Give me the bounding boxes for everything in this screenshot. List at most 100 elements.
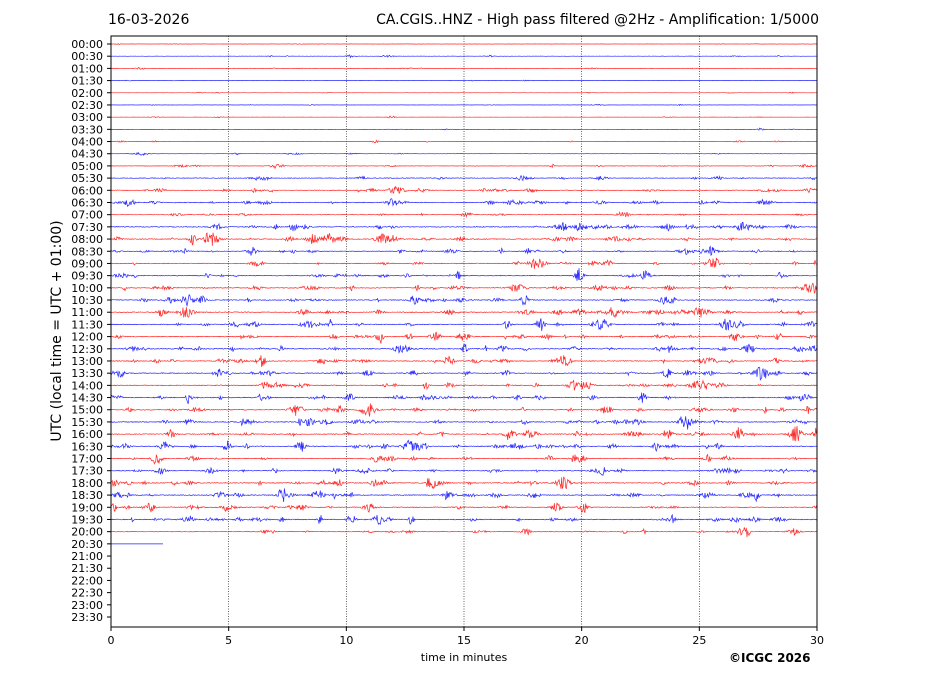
y-tick-label: 03:30 [71, 123, 103, 136]
seismic-trace [110, 426, 818, 442]
seismic-trace [110, 198, 818, 208]
y-tick-label: 14:00 [71, 379, 103, 392]
seismic-trace [110, 232, 818, 246]
y-tick-label: 02:00 [71, 87, 103, 100]
y-tick-label: 23:00 [71, 599, 103, 612]
seismic-trace [110, 185, 818, 194]
x-tick-label: 20 [575, 634, 589, 647]
seismic-trace [110, 67, 818, 70]
x-tick-label: 15 [457, 634, 471, 647]
y-tick-label: 00:30 [71, 50, 103, 63]
seismic-trace [110, 416, 818, 430]
y-tick-label: 15:30 [71, 416, 103, 429]
y-tick-label: 17:30 [71, 465, 103, 478]
y-tick-label: 10:30 [71, 294, 103, 307]
seismic-trace [110, 294, 817, 307]
y-tick-label: 06:00 [71, 184, 103, 197]
y-tick-label: 13:00 [71, 355, 103, 368]
y-tick-label: 16:30 [71, 440, 103, 453]
seismic-trace [110, 379, 818, 391]
y-tick-label: 08:00 [71, 233, 103, 246]
y-tick-label: 03:00 [71, 111, 103, 124]
y-tick-label: 07:00 [71, 209, 103, 222]
seismic-trace [111, 115, 817, 119]
seismic-trace [110, 318, 818, 331]
seismic-trace [110, 211, 818, 218]
copyright-label: ©ICGC 2026 [729, 651, 811, 665]
seismic-trace [111, 103, 817, 107]
y-tick-label: 09:00 [71, 257, 103, 270]
seismic-trace [110, 392, 818, 404]
y-tick-label: 05:30 [71, 172, 103, 185]
y-tick-label: 10:00 [71, 282, 103, 295]
y-tick-label: 06:30 [71, 196, 103, 209]
y-tick-label: 20:00 [71, 526, 103, 539]
seismic-trace [111, 163, 817, 170]
seismic-trace [110, 439, 818, 453]
seismic-trace [110, 127, 818, 131]
y-tick-label: 22:30 [71, 587, 103, 600]
y-tick-label: 20:30 [71, 538, 103, 551]
y-tick-label: 14:30 [71, 392, 103, 405]
y-tick-label: 18:30 [71, 489, 103, 502]
seismic-trace [110, 331, 818, 344]
x-tick-label: 5 [225, 634, 232, 647]
y-tick-label: 05:00 [71, 160, 103, 173]
y-tick-label: 11:30 [71, 318, 103, 331]
seismic-trace [110, 221, 817, 232]
y-tick-label: 01:00 [71, 62, 103, 75]
y-tick-label: 04:00 [71, 136, 103, 149]
y-tick-label: 13:30 [71, 367, 103, 380]
x-axis-label: time in minutes [420, 651, 508, 664]
seismic-trace [110, 502, 818, 514]
y-tick-label: 12:30 [71, 343, 103, 356]
seismic-trace [110, 488, 818, 503]
date-label: 16-03-2026 [108, 12, 190, 28]
seismic-trace [110, 307, 818, 319]
y-tick-label: 21:00 [71, 550, 103, 563]
y-tick-label: 16:00 [71, 428, 103, 441]
seismic-trace [110, 355, 818, 368]
seismic-trace [111, 151, 817, 157]
seismic-trace [111, 54, 817, 59]
y-tick-label: 08:30 [71, 245, 103, 258]
y-tick-label: 19:30 [71, 513, 103, 526]
seismic-trace [110, 282, 818, 294]
y-tick-label: 12:00 [71, 331, 103, 344]
chart-title: CA.CGIS..HNZ - High pass filtered @2Hz -… [376, 12, 819, 28]
y-tick-label: 07:30 [71, 221, 103, 234]
seismic-trace [110, 175, 818, 181]
y-tick-label: 22:00 [71, 574, 103, 587]
seismic-trace [110, 453, 818, 465]
seismic-trace [110, 527, 817, 538]
y-tick-label: 09:30 [71, 270, 103, 283]
y-tick-label: 17:00 [71, 453, 103, 466]
seismic-trace [110, 91, 817, 94]
seismic-trace [110, 139, 817, 144]
seismic-trace [111, 79, 818, 82]
seismic-trace [110, 343, 818, 354]
y-tick-label: 19:00 [71, 501, 103, 514]
y-tick-label: 21:30 [71, 562, 103, 575]
y-tick-label: 18:00 [71, 477, 103, 490]
plot-frame [110, 35, 818, 628]
seismic-trace [111, 43, 818, 45]
seismic-trace [110, 403, 818, 417]
seismic-trace [110, 476, 818, 490]
seismic-trace [110, 245, 818, 257]
x-tick-label: 25 [692, 634, 706, 647]
seismic-trace [110, 366, 818, 381]
y-tick-label: 04:30 [71, 148, 103, 161]
y-tick-label: 01:30 [71, 75, 103, 88]
x-tick-label: 10 [339, 634, 353, 647]
seismic-trace [110, 466, 818, 476]
x-tick-label: 30 [810, 634, 824, 647]
y-tick-label: 00:00 [71, 38, 103, 51]
seismic-trace [110, 513, 818, 526]
y-tick-label: 15:00 [71, 404, 103, 417]
y-tick-label: 11:00 [71, 306, 103, 319]
x-tick-label: 0 [108, 634, 115, 647]
y-tick-label: 23:30 [71, 611, 103, 624]
